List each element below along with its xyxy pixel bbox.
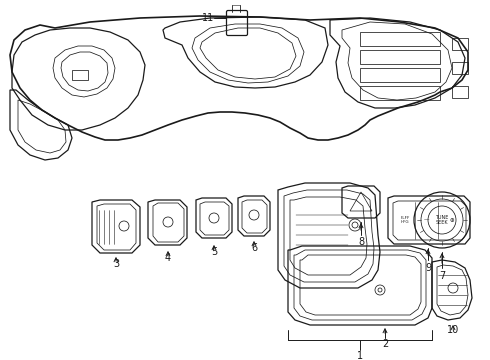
Text: TUNE
SEEK: TUNE SEEK [435,215,449,225]
Text: 10: 10 [447,325,459,335]
Text: 11: 11 [202,13,214,23]
Text: 2: 2 [382,339,388,349]
Text: 3: 3 [113,259,119,269]
Text: FLFF
HFG: FLFF HFG [400,216,410,224]
Text: 7: 7 [439,271,445,281]
Text: 8: 8 [358,237,364,247]
Text: ⊕: ⊕ [450,217,454,222]
Text: 6: 6 [251,243,257,253]
Text: —: — [423,217,429,222]
Text: 5: 5 [211,247,217,257]
Text: 9: 9 [425,263,431,273]
Text: 4: 4 [165,253,171,263]
Text: 1: 1 [357,351,363,360]
